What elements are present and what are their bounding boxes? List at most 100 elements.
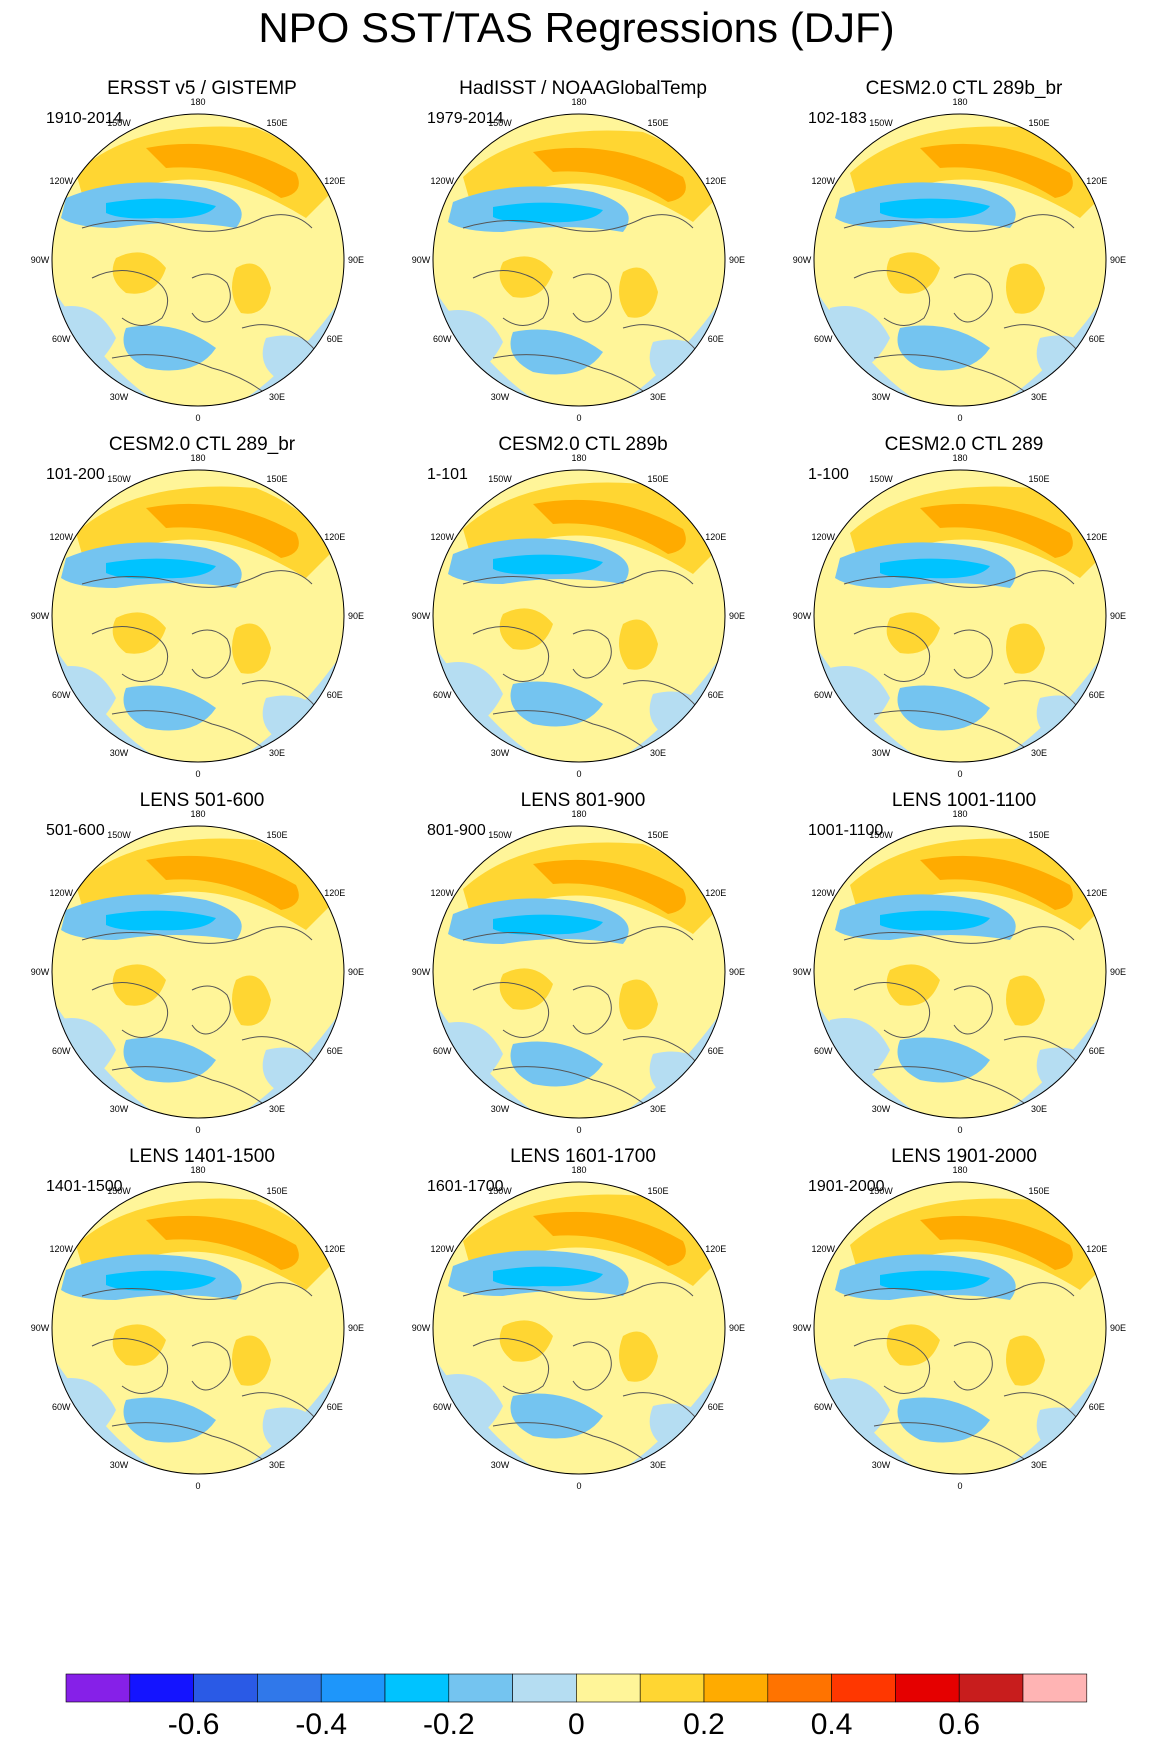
- longitude-label: 150W: [488, 1186, 512, 1196]
- map-panel: 180 150E 120E 90E 60E 30E 0 30W 60W 90W 120W 150W LE…: [12, 790, 392, 1180]
- longitude-label: 60E: [1089, 690, 1105, 700]
- contour-region: [493, 1266, 603, 1287]
- map-panel: 180 150E 120E 90E 60E 30E 0 30W 60W 90W 120W 150W LE…: [393, 790, 773, 1180]
- colorbar-swatch: [639, 1673, 705, 1703]
- longitude-label: 150W: [488, 830, 512, 840]
- colorbar-swatch: [958, 1673, 1024, 1703]
- longitude-label: 60W: [433, 1046, 452, 1056]
- longitude-label: 150W: [869, 830, 893, 840]
- longitude-label: 180: [190, 1165, 205, 1175]
- contour-region: [533, 859, 686, 914]
- longitude-label: 0: [957, 1481, 962, 1491]
- contour-region: [920, 855, 1073, 910]
- contour-region: [123, 325, 216, 371]
- contour-region: [76, 486, 336, 578]
- longitude-label: 150W: [107, 830, 131, 840]
- contour-region: [850, 1198, 1106, 1290]
- contour-region: [533, 147, 686, 202]
- longitude-label: 180: [571, 97, 586, 107]
- longitude-label: 90W: [793, 1323, 812, 1333]
- longitude-label: 120E: [324, 176, 345, 186]
- coastline: [572, 273, 612, 323]
- longitude-label: 150W: [488, 474, 512, 484]
- coastline: [462, 1282, 694, 1300]
- panel-title: ERSST v5 / GISTEMP: [107, 78, 297, 99]
- contour-region: [880, 198, 990, 219]
- contour-region: [123, 685, 216, 731]
- colorbar-swatch: [448, 1673, 513, 1703]
- longitude-label: 0: [957, 413, 962, 423]
- polar-map: 180 150E 120E 90E 60E 30E 0 30W 60W 90W 120W 150W: [793, 1165, 1126, 1491]
- polar-map: 180 150E 120E 90E 60E 30E 0 30W 60W 90W 120W 150W: [793, 453, 1126, 779]
- coastline: [853, 982, 931, 1038]
- coastline: [191, 985, 231, 1035]
- map-panel: 180 150E 120E 90E 60E 30E 0 30W 60W 90W 120W 150W LE…: [774, 790, 1153, 1180]
- panel-title: LENS 1401-1500: [129, 1146, 275, 1167]
- contour-region: [499, 256, 553, 298]
- longitude-label: 0: [957, 769, 962, 779]
- colorbar-label: 0.2: [683, 1708, 725, 1741]
- longitude-label: 30W: [491, 1460, 510, 1470]
- longitude-label: 0: [195, 1125, 200, 1135]
- panel-period: 1-101: [427, 466, 468, 483]
- coastline: [953, 985, 993, 1035]
- longitude-label: 0: [576, 1125, 581, 1135]
- colorbar-swatch: [512, 1673, 577, 1703]
- longitude-label: 150E: [266, 474, 287, 484]
- colorbar-swatch: [767, 1673, 832, 1703]
- longitude-label: 30W: [110, 748, 129, 758]
- longitude-label: 30W: [491, 392, 510, 402]
- longitude-label: 90E: [1110, 1323, 1126, 1333]
- contour-region: [897, 1037, 990, 1083]
- longitude-label: 120W: [811, 888, 835, 898]
- contour-region: [1006, 975, 1045, 1026]
- colorbar-label: 0.6: [938, 1708, 980, 1741]
- longitude-label: 30E: [1031, 392, 1047, 402]
- coastline: [843, 570, 1075, 588]
- panel-title: LENS 1601-1700: [510, 1146, 656, 1167]
- longitude-label: 90E: [348, 1323, 364, 1333]
- contour-region: [463, 482, 723, 574]
- longitude-label: 0: [957, 1125, 962, 1135]
- contour-region: [76, 126, 336, 218]
- longitude-label: 30W: [872, 748, 891, 758]
- longitude-label: 180: [952, 1165, 967, 1175]
- longitude-label: 30W: [110, 1460, 129, 1470]
- map-border: [813, 1181, 1107, 1475]
- polar-map: 180 150E 120E 90E 60E 30E 0 30W 60W 90W 120W 150W: [412, 809, 745, 1135]
- panel-title: LENS 801-900: [520, 790, 646, 811]
- panel-period: 1-100: [808, 466, 849, 483]
- colorbar-label: -0.6: [168, 1708, 220, 1741]
- longitude-label: 60W: [433, 1402, 452, 1412]
- longitude-label: 180: [571, 1165, 586, 1175]
- contour-region: [463, 130, 723, 222]
- longitude-label: 30W: [110, 1104, 129, 1114]
- contour-region: [886, 252, 940, 294]
- contour-region: [76, 838, 336, 930]
- longitude-label: 60E: [708, 1402, 724, 1412]
- longitude-label: 30E: [1031, 1460, 1047, 1470]
- longitude-label: 30W: [491, 1104, 510, 1114]
- main-title: NPO SST/TAS Regressions (DJF): [258, 4, 895, 51]
- longitude-label: 150E: [266, 1186, 287, 1196]
- contour-region: [880, 910, 990, 931]
- contour-region: [533, 1211, 686, 1266]
- longitude-label: 60W: [814, 1402, 833, 1412]
- longitude-label: 90E: [1110, 611, 1126, 621]
- longitude-label: 150E: [647, 474, 668, 484]
- longitude-label: 60W: [433, 334, 452, 344]
- longitude-label: 60W: [814, 690, 833, 700]
- colorbar-swatch: [576, 1673, 641, 1703]
- longitude-label: 150E: [266, 118, 287, 128]
- longitude-label: 180: [571, 453, 586, 463]
- contour-region: [232, 623, 271, 674]
- map-border: [51, 113, 345, 407]
- longitude-label: 120W: [49, 532, 73, 542]
- longitude-label: 180: [952, 97, 967, 107]
- colorbar-swatch: [831, 1673, 896, 1703]
- longitude-label: 60E: [327, 334, 343, 344]
- longitude-label: 0: [576, 413, 581, 423]
- map-panel: 180 150E 120E 90E 60E 30E 0 30W 60W 90W 120W 150W LE…: [393, 1146, 773, 1536]
- longitude-label: 90W: [31, 1323, 50, 1333]
